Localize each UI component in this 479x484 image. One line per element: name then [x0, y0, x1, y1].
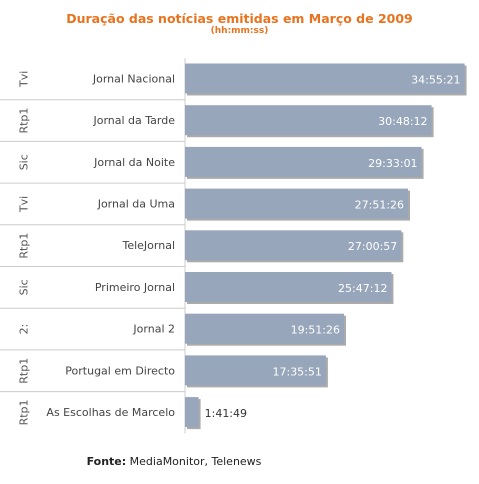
channel-label: Tvi	[18, 71, 31, 88]
bar	[185, 63, 465, 94]
channel-label: Rtp1	[18, 358, 31, 384]
program-label: Primeiro Jornal	[95, 281, 175, 294]
data-label: 1:41:49	[205, 407, 247, 420]
data-label: 25:47:12	[338, 282, 387, 295]
program-label: Jornal da Uma	[97, 197, 175, 210]
program-label: TeleJornal	[121, 239, 175, 252]
data-label: 19:51:26	[291, 324, 340, 337]
data-label: 17:35:51	[272, 365, 321, 378]
channel-label: Sic	[18, 279, 31, 295]
program-label: Jornal da Noite	[93, 156, 175, 169]
channel-label: Rtp1	[18, 399, 31, 425]
data-label: 27:51:26	[355, 198, 404, 211]
data-label: 30:48:12	[378, 115, 427, 128]
program-label: Jornal da Tarde	[92, 114, 175, 127]
program-label: As Escolhas de Marcelo	[46, 406, 175, 419]
channel-label: Sic	[18, 154, 31, 170]
chart-title: Duração das notícias emitidas em Março d…	[66, 11, 413, 26]
bar	[185, 105, 432, 136]
data-label: 29:33:01	[368, 157, 417, 170]
program-label: Jornal Nacional	[92, 72, 175, 85]
channel-label: 2:	[18, 324, 31, 335]
program-label: Jornal 2	[132, 323, 175, 336]
data-label: 34:55:21	[411, 73, 460, 86]
bar	[185, 230, 402, 261]
chart-subtitle: (hh:mm:ss)	[210, 26, 269, 36]
source-label: Fonte:	[86, 455, 127, 468]
channel-label: Rtp1	[18, 233, 31, 259]
bar	[185, 355, 326, 386]
bar	[185, 188, 409, 219]
bar	[185, 272, 392, 302]
channel-label: Rtp1	[18, 108, 31, 134]
channel-label: Tvi	[18, 196, 31, 213]
program-label: Portugal em Directo	[65, 364, 175, 377]
source-line: Fonte: MediaMonitor, Telenews	[0, 455, 348, 468]
bar	[185, 146, 422, 177]
data-label: 27:00:57	[348, 240, 397, 253]
bar	[185, 313, 344, 344]
bar	[185, 397, 199, 428]
source-text: MediaMonitor, Telenews	[129, 455, 262, 468]
